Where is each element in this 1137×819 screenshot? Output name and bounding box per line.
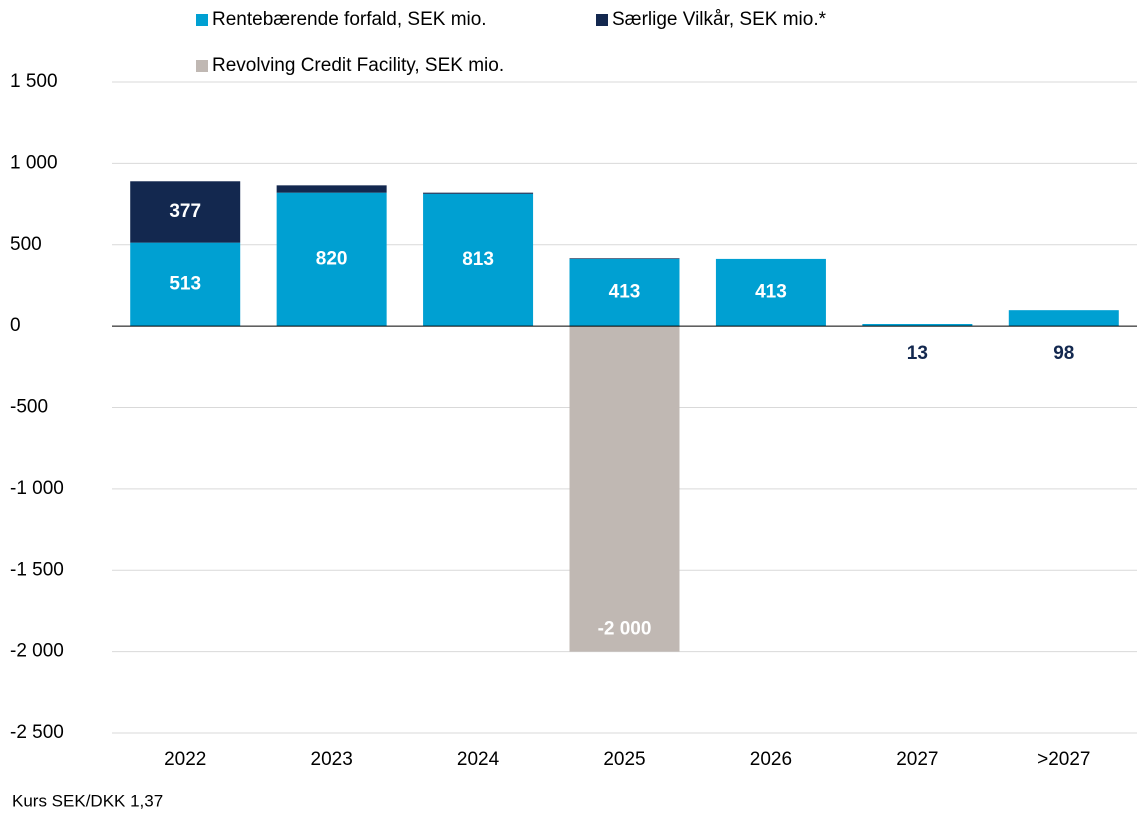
y-tick-label: 1 500 [10, 71, 58, 92]
y-tick-label: -2 000 [10, 641, 64, 662]
data-label: 813 [462, 249, 494, 270]
footnote: Kurs SEK/DKK 1,37 [12, 791, 163, 810]
bar [569, 258, 680, 259]
x-tick-label: 2026 [750, 749, 792, 770]
x-tick-label: 2022 [164, 749, 206, 770]
data-label: -2 000 [598, 619, 652, 640]
bar [276, 185, 387, 193]
bar [423, 193, 534, 327]
bar [423, 192, 534, 194]
legend-swatch [196, 14, 208, 26]
y-tick-label: -500 [10, 397, 48, 418]
x-tick-label: 2023 [311, 749, 353, 770]
legend-label: Særlige Vilkår, SEK mio.* [612, 9, 827, 30]
data-label: 13 [907, 343, 928, 364]
x-tick-label: >2027 [1037, 749, 1090, 770]
legend-swatch [596, 14, 608, 26]
bar [715, 258, 826, 327]
y-tick-label: 0 [10, 315, 21, 336]
legend-label: Rentebærende forfald, SEK mio. [212, 9, 487, 30]
bar [276, 192, 387, 327]
y-tick-label: -2 500 [10, 722, 64, 743]
legend-label: Revolving Credit Facility, SEK mio. [212, 55, 504, 76]
bar [1008, 310, 1119, 327]
data-label: 820 [316, 248, 348, 269]
bar [569, 258, 680, 327]
y-tick-label: 1 000 [10, 152, 58, 173]
bar [569, 326, 680, 652]
bar [130, 242, 241, 327]
bar [862, 324, 973, 327]
bar [130, 181, 241, 243]
x-tick-label: 2024 [457, 749, 500, 770]
data-label: 413 [755, 282, 787, 303]
y-tick-label: -1 000 [10, 478, 64, 499]
legend-swatch [196, 60, 208, 72]
data-label: 377 [169, 201, 201, 222]
x-tick-label: 2027 [896, 749, 938, 770]
data-label: 98 [1053, 343, 1074, 364]
x-tick-label: 2025 [603, 749, 645, 770]
data-label: 413 [609, 282, 641, 303]
y-tick-label: -1 500 [10, 559, 64, 580]
data-label: 513 [169, 273, 201, 294]
y-tick-label: 500 [10, 234, 42, 255]
